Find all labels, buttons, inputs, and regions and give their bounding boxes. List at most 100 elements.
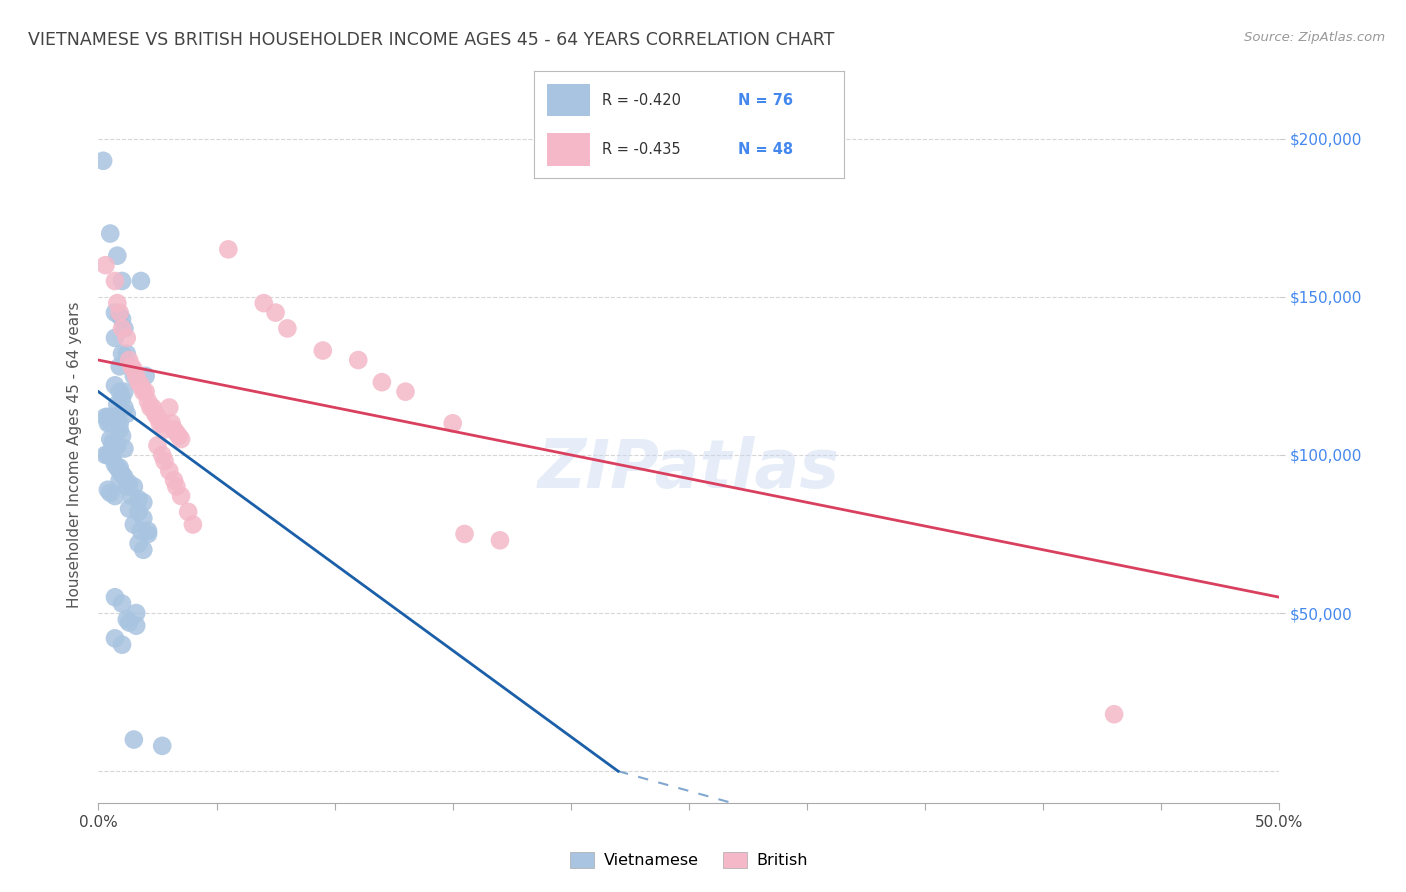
Point: [312, 343, 335, 358]
Point: [157, 401, 180, 415]
Point: [105, 460, 128, 475]
Point: [97, 417, 120, 431]
Point: [112, 401, 135, 415]
Point: [135, 384, 157, 399]
Point: [276, 321, 298, 335]
Point: [108, 423, 131, 437]
Point: [105, 438, 128, 452]
Point: [125, 618, 148, 632]
Point: [97, 483, 120, 497]
Point: [489, 533, 512, 548]
Point: [157, 464, 180, 478]
Point: [132, 511, 155, 525]
Bar: [547, 134, 591, 166]
Text: R = -0.420: R = -0.420: [602, 93, 682, 108]
Point: [98, 448, 121, 462]
Point: [217, 243, 239, 257]
Point: [104, 378, 127, 392]
Point: [121, 489, 143, 503]
Point: [112, 442, 135, 456]
Point: [135, 368, 157, 383]
Point: [111, 429, 134, 443]
Point: [104, 274, 127, 288]
Point: [115, 407, 138, 421]
Point: [108, 460, 131, 475]
Point: [108, 305, 131, 319]
Point: [108, 359, 131, 374]
Point: [111, 467, 134, 481]
Point: [112, 321, 135, 335]
Point: [128, 375, 150, 389]
Point: [115, 347, 138, 361]
Point: [122, 479, 145, 493]
Point: [163, 423, 186, 437]
Point: [122, 732, 145, 747]
Point: [111, 347, 134, 361]
Point: [111, 597, 134, 611]
Point: [181, 517, 204, 532]
Point: [1102, 707, 1125, 722]
Text: ZIPatlas: ZIPatlas: [538, 436, 839, 502]
Point: [160, 417, 183, 431]
Point: [98, 417, 121, 431]
Point: [104, 331, 127, 345]
Point: [108, 464, 131, 478]
Point: [394, 384, 416, 399]
Point: [118, 476, 141, 491]
Point: [136, 527, 159, 541]
Point: [165, 479, 187, 493]
Legend: Vietnamese, British: Vietnamese, British: [564, 846, 814, 875]
Point: [98, 409, 121, 424]
Text: N = 48: N = 48: [738, 142, 793, 157]
Point: [94, 258, 117, 272]
Point: [111, 638, 134, 652]
Point: [170, 489, 193, 503]
Point: [128, 492, 150, 507]
Point: [122, 517, 145, 532]
Point: [264, 305, 287, 319]
Point: [167, 429, 190, 443]
Point: [132, 384, 155, 399]
Point: [371, 375, 394, 389]
Point: [101, 435, 124, 450]
Point: [136, 394, 159, 409]
Point: [125, 606, 148, 620]
Point: [128, 536, 150, 550]
Point: [177, 505, 200, 519]
Point: [98, 486, 121, 500]
Point: [115, 331, 138, 345]
Text: N = 76: N = 76: [738, 93, 793, 108]
Point: [132, 495, 155, 509]
Point: [101, 451, 124, 466]
Point: [111, 312, 134, 326]
Point: [143, 407, 166, 421]
Point: [150, 417, 173, 431]
Text: VIETNAMESE VS BRITISH HOUSEHOLDER INCOME AGES 45 - 64 YEARS CORRELATION CHART: VIETNAMESE VS BRITISH HOUSEHOLDER INCOME…: [28, 31, 835, 49]
Point: [108, 473, 131, 487]
Point: [108, 384, 131, 399]
Point: [441, 417, 464, 431]
Point: [165, 425, 187, 440]
Point: [104, 632, 127, 646]
Point: [153, 423, 176, 437]
Bar: [547, 84, 591, 116]
Point: [136, 524, 159, 538]
Point: [453, 527, 475, 541]
Point: [94, 448, 117, 462]
Point: [104, 409, 127, 424]
Point: [97, 409, 120, 424]
Point: [163, 473, 186, 487]
Point: [121, 359, 143, 374]
Point: [118, 353, 141, 368]
Text: R = -0.435: R = -0.435: [602, 142, 681, 157]
Point: [253, 296, 276, 310]
Point: [108, 309, 131, 323]
Point: [98, 227, 121, 241]
Point: [112, 470, 135, 484]
Point: [115, 479, 138, 493]
Point: [104, 489, 127, 503]
Point: [101, 438, 124, 452]
Point: [105, 397, 128, 411]
Point: [105, 296, 128, 310]
Point: [118, 615, 141, 630]
